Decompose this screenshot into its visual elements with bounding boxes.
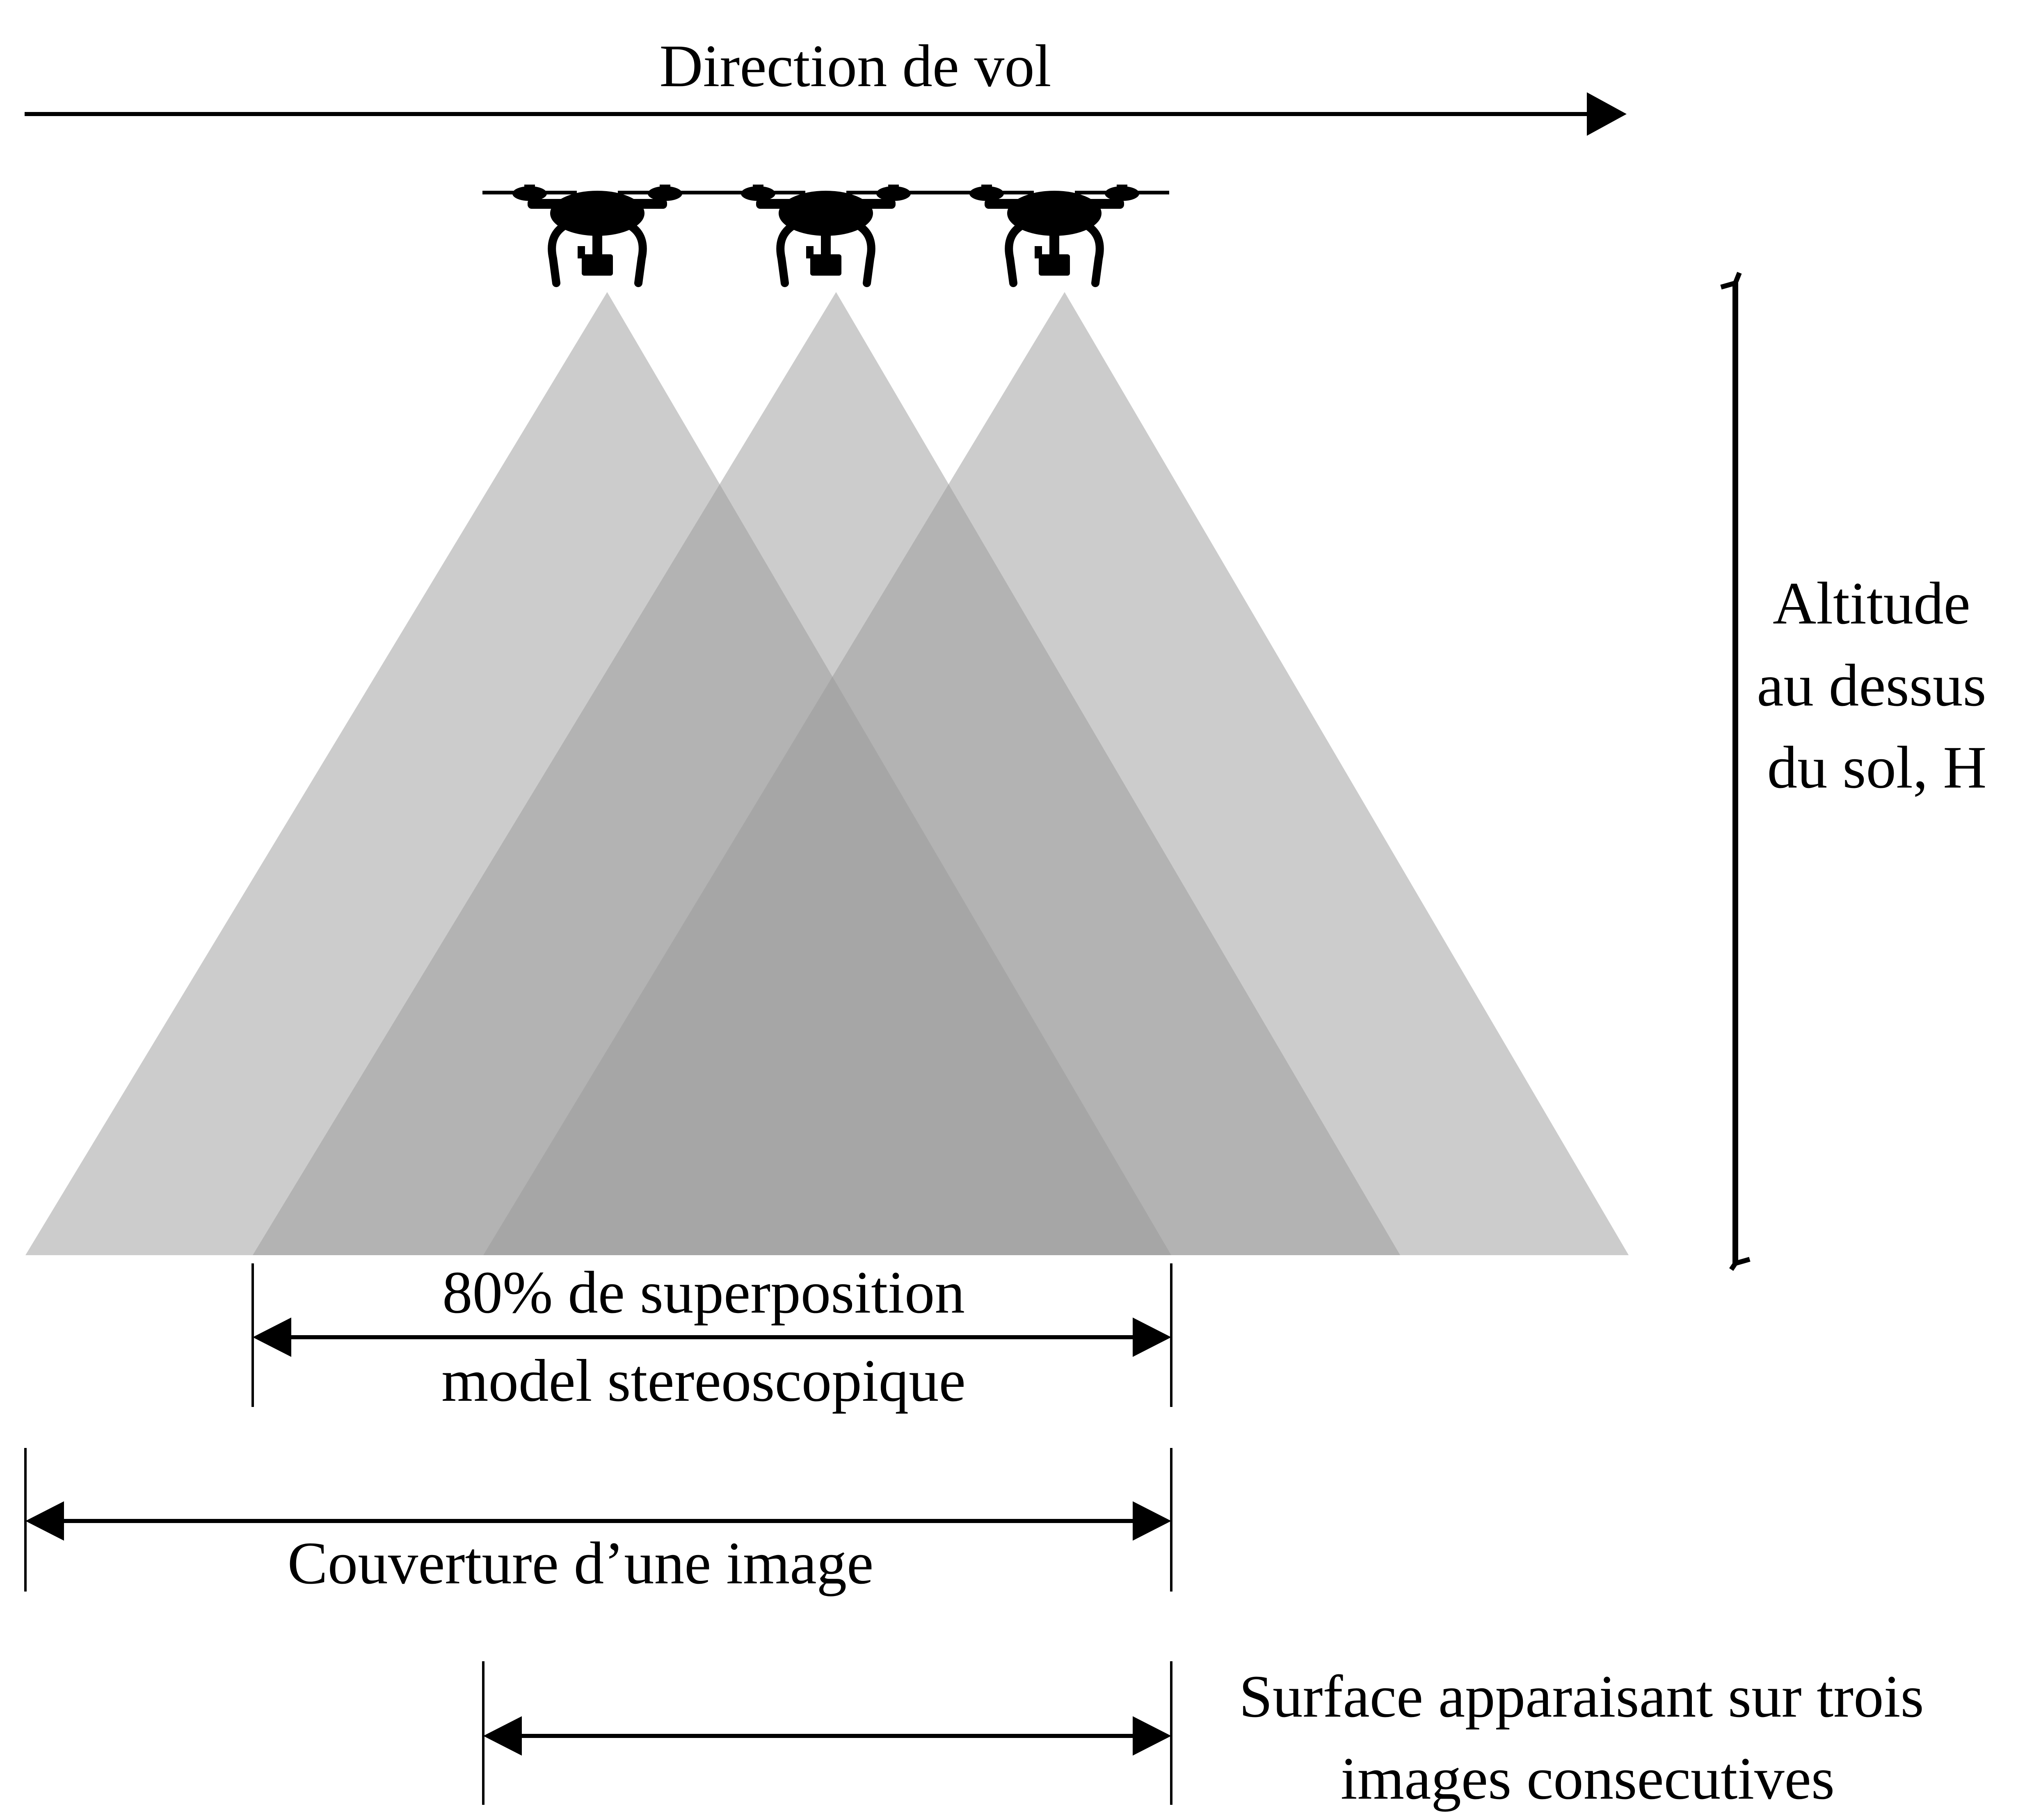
altitude-label-line2: au dessus	[1757, 652, 1986, 719]
triple-surface-dimension	[482, 1661, 1172, 1805]
flight-direction-arrowhead	[1587, 92, 1627, 136]
drone-icon	[482, 185, 712, 283]
image-coverage-label: Couverture d’une image	[288, 1530, 874, 1596]
overlap-label-line1: 80% de superposition	[442, 1259, 965, 1326]
flight-direction-label: Direction de vol	[659, 32, 1051, 99]
triple-surface-label-line2: images consecutives	[1341, 1745, 1835, 1812]
altitude-label-line3: du sol, H	[1767, 734, 1987, 801]
coverage-cones	[25, 292, 1629, 1255]
coverage-cone-3	[483, 292, 1629, 1255]
triple-surface-label-line1: Surface apparaisant sur trois	[1239, 1663, 1924, 1730]
drone-icon	[939, 185, 1169, 283]
drone-icon	[711, 185, 941, 283]
overlap-dimension	[251, 1263, 1172, 1407]
overlap-label-line2: model stereoscopique	[441, 1347, 966, 1414]
altitude-bracket	[1720, 272, 1751, 1271]
altitude-label-line1: Altitude	[1773, 570, 1970, 637]
image-coverage-dimension	[24, 1448, 1172, 1592]
